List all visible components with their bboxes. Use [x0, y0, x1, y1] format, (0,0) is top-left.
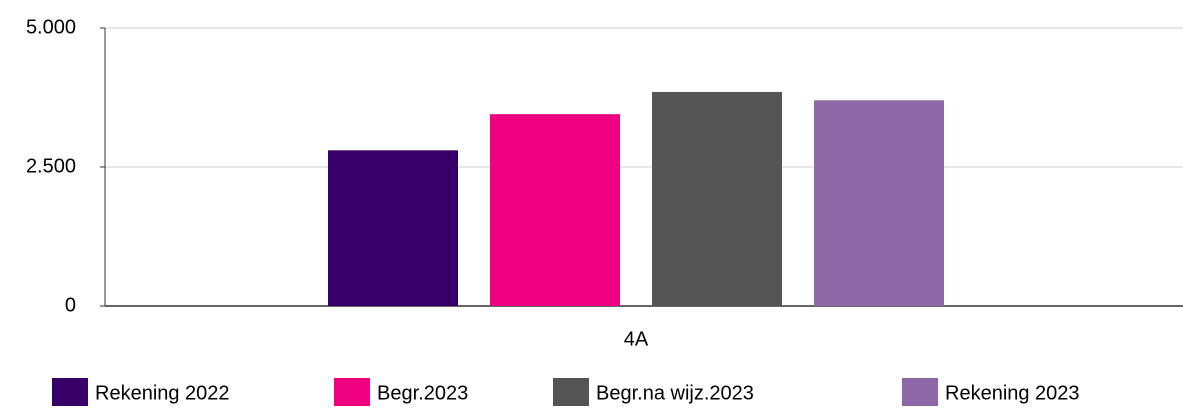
y-tick-label: 0 — [65, 294, 76, 316]
legend-swatch — [902, 378, 938, 406]
legend-label: Begr.2023 — [377, 382, 468, 404]
y-tick-label: 5.000 — [26, 16, 76, 38]
legend-label: Rekening 2022 — [95, 382, 230, 404]
legend-swatch — [52, 378, 88, 406]
bar — [652, 91, 782, 306]
y-tick-label: 2.500 — [26, 155, 76, 177]
bar — [814, 100, 944, 306]
x-tick-label: 4A — [624, 328, 649, 350]
legend-label: Rekening 2023 — [945, 382, 1080, 404]
legend-label: Begr.na wijz.2023 — [596, 382, 754, 404]
bar — [328, 150, 458, 306]
legend-swatch — [553, 378, 589, 406]
legend-swatch — [334, 378, 370, 406]
bar — [490, 114, 620, 307]
